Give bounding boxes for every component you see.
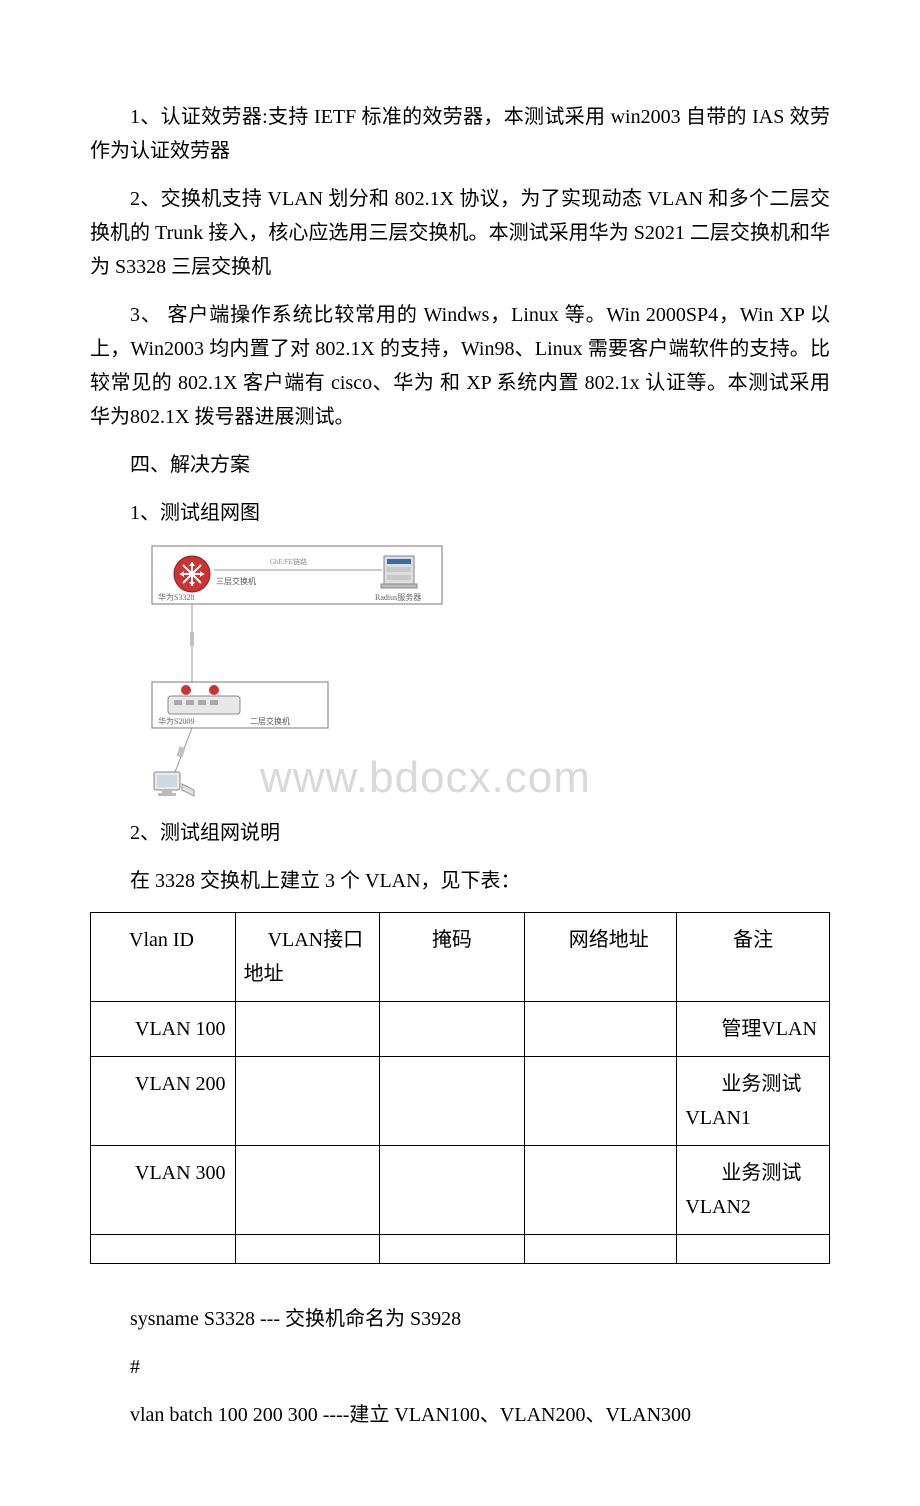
- cell-remark: 业务测试 VLAN2: [677, 1146, 830, 1235]
- cell-remark: 业务测试 VLAN1: [677, 1057, 830, 1146]
- paragraph-3: 3、 客户端操作系统比较常用的 Windws，Linux 等。Win 2000S…: [90, 298, 830, 434]
- cell-remark: [677, 1235, 830, 1264]
- cell-ifaddr: [235, 1235, 380, 1264]
- code-line-1: sysname S3328 --- 交换机命名为 S3928: [90, 1302, 830, 1336]
- paragraph-1: 1、认证效劳器:支持 IETF 标准的效劳器，本测试采用 win2003 自带的…: [90, 100, 830, 168]
- table-row: [91, 1235, 830, 1264]
- cell-netaddr: [524, 1146, 677, 1235]
- table-header-row: Vlan ID VLAN接口地址 掩码 网络地址 备注: [91, 913, 830, 1002]
- cell-vlanid: VLAN 100: [91, 1002, 236, 1057]
- heading-5: 1、测试组网图: [90, 496, 830, 530]
- cell-vlanid: [91, 1235, 236, 1264]
- code-line-3: vlan batch 100 200 300 ----建立 VLAN100、VL…: [90, 1398, 830, 1432]
- cell-netaddr: [524, 1002, 677, 1057]
- label-l2-right: 二层交换机: [250, 716, 290, 726]
- cell-mask: [380, 1057, 525, 1146]
- cell-ifaddr: [235, 1002, 380, 1057]
- cell-mask: [380, 1146, 525, 1235]
- label-server: Radius服务器: [375, 592, 421, 602]
- cell-mask: [380, 1002, 525, 1057]
- label-l2-left: 华为S2009: [158, 716, 194, 726]
- col-header-ifaddr: VLAN接口地址: [235, 913, 380, 1002]
- vlan-table: Vlan ID VLAN接口地址 掩码 网络地址 备注 VLAN 100 管理V…: [90, 912, 830, 1264]
- col-header-mask: 掩码: [380, 913, 525, 1002]
- label-core-right: 三层交换机: [216, 576, 256, 586]
- table-row: VLAN 300 业务测试 VLAN2: [91, 1146, 830, 1235]
- cell-mask: [380, 1235, 525, 1264]
- cell-netaddr: [524, 1235, 677, 1264]
- cell-vlanid: VLAN 300: [91, 1146, 236, 1235]
- heading-6: 2、测试组网说明: [90, 816, 830, 850]
- network-diagram: 华为S3328 三层交换机 GbE/FE链路 Radius服务器 华为S20: [150, 544, 510, 804]
- table-row: VLAN 200 业务测试 VLAN1: [91, 1057, 830, 1146]
- paragraph-7: 在 3328 交换机上建立 3 个 VLAN，见下表：: [90, 864, 830, 898]
- label-link-top: GbE/FE链路: [270, 557, 307, 566]
- table-row: VLAN 100 管理VLAN: [91, 1002, 830, 1057]
- cell-ifaddr: [235, 1057, 380, 1146]
- label-core-left: 华为S3328: [158, 592, 194, 602]
- cell-netaddr: [524, 1057, 677, 1146]
- cell-ifaddr: [235, 1146, 380, 1235]
- col-header-netaddr: 网络地址: [524, 913, 677, 1002]
- code-line-2: #: [90, 1350, 830, 1384]
- paragraph-2: 2、交换机支持 VLAN 划分和 802.1X 协议，为了实现动态 VLAN 和…: [90, 182, 830, 284]
- col-header-vlanid: Vlan ID: [91, 913, 236, 1002]
- heading-4: 四、解决方案: [90, 448, 830, 482]
- watermark: www.bdocx.com: [260, 741, 591, 816]
- cell-remark: 管理VLAN: [677, 1002, 830, 1057]
- col-header-remark: 备注: [677, 913, 830, 1002]
- cell-vlanid: VLAN 200: [91, 1057, 236, 1146]
